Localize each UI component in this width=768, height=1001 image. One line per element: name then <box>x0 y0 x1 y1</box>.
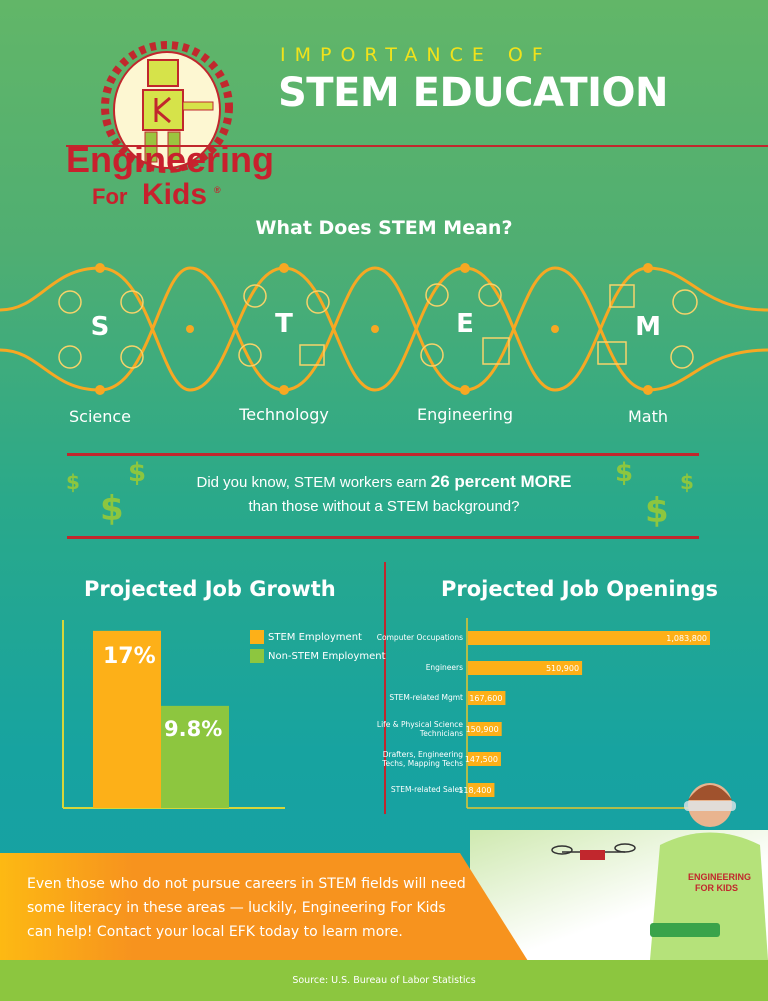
bar-1 <box>161 705 229 808</box>
stem-label-technology: Technology <box>239 405 329 424</box>
bar-value: 147,500 <box>465 755 498 764</box>
legend-label: Non-STEM Employment <box>268 650 386 662</box>
dollar-icon: $ <box>615 458 634 488</box>
job-growth-title: Projected Job Growth <box>84 577 336 601</box>
legend-non-stem: Non-STEM Employment <box>250 649 386 663</box>
header-divider <box>66 145 768 147</box>
robot-logo <box>101 41 233 173</box>
bar-value: 1,083,800 <box>666 634 707 643</box>
section-divider <box>384 562 386 814</box>
bar-0 <box>93 630 161 808</box>
dollar-icon: $ <box>680 470 694 494</box>
category-label: Drafters, Engineering Techs, Mapping Tec… <box>382 750 463 768</box>
bar-5 <box>468 783 495 797</box>
shirt-text: ENGINEERING FOR KIDS <box>688 872 751 893</box>
bar-label: 17% <box>103 644 156 669</box>
fact-text: Did you know, STEM workers earn 26 perce… <box>155 470 613 519</box>
bar-label: 9.8% <box>164 717 222 741</box>
stem-letter-e: E <box>456 309 474 339</box>
category-label: Computer Occupations <box>376 633 463 642</box>
stem-letter-m: M <box>635 312 661 342</box>
stem-label-science: Science <box>68 407 132 426</box>
dollar-icon: $ <box>645 491 669 531</box>
bar-0 <box>468 631 710 645</box>
drone-image <box>551 843 636 860</box>
job-openings-chart: 1,083,800 510,900 167,600 150,900 147,500 118… <box>458 618 710 809</box>
stem-heading: What Does STEM Mean? <box>255 217 513 239</box>
logo-text-kids: Kids <box>142 178 208 211</box>
bar-value: 510,900 <box>546 664 579 673</box>
stem-label-engineering: Engineering <box>417 405 513 424</box>
stem-letter-s: S <box>90 312 110 342</box>
legend-swatch <box>250 649 264 663</box>
category-label: STEM-related Sales <box>390 785 463 794</box>
dollar-icon: $ <box>100 489 124 529</box>
footer-bar <box>0 960 768 1001</box>
category-label: Engineers <box>425 663 463 672</box>
legend-label: STEM Employment <box>268 631 362 643</box>
stem-helix <box>0 263 768 395</box>
bar-value: 118,400 <box>458 786 491 795</box>
header-subtitle: IMPORTANCE OF <box>280 44 552 66</box>
category-label: Life & Physical Science Technicians <box>376 720 463 738</box>
stem-label-math: Math <box>627 407 669 426</box>
bar-2 <box>468 691 506 705</box>
cta-text: Even those who do not pursue careers in … <box>27 876 466 940</box>
child-photo: ENGINEERING FOR KIDS <box>650 783 768 960</box>
fact-line2: than those without a STEM background? <box>248 498 520 515</box>
bar-value: 150,900 <box>466 725 499 734</box>
fact-pre: Did you know, STEM workers earn <box>196 474 431 491</box>
job-growth-chart: 17% 9.8% <box>62 620 285 809</box>
cta-banner <box>0 853 528 961</box>
bar-3 <box>468 722 502 736</box>
category-label: STEM-related Mgmt <box>389 693 463 702</box>
stem-letter-t: T <box>275 309 293 339</box>
fact-divider-top <box>67 453 699 456</box>
logo-text-for: For <box>92 184 128 209</box>
dollar-icon: $ <box>66 470 80 494</box>
dollar-icon: $ <box>128 458 147 488</box>
source-text: Source: U.S. Bureau of Labor Statistics <box>292 975 476 986</box>
legend-stem: STEM Employment <box>250 630 362 644</box>
fact-highlight: 26 percent MORE <box>430 472 572 491</box>
registered-mark: ® <box>214 185 221 195</box>
fact-divider-bottom <box>67 536 699 539</box>
legend-swatch <box>250 630 264 644</box>
bar-1 <box>468 661 583 675</box>
bar-value: 167,600 <box>469 694 502 703</box>
logo-text-engineering: Engineering <box>66 139 275 180</box>
bar-4 <box>468 752 501 766</box>
job-openings-title: Projected Job Openings <box>441 577 719 601</box>
page-title: STEM EDUCATION <box>278 70 669 116</box>
